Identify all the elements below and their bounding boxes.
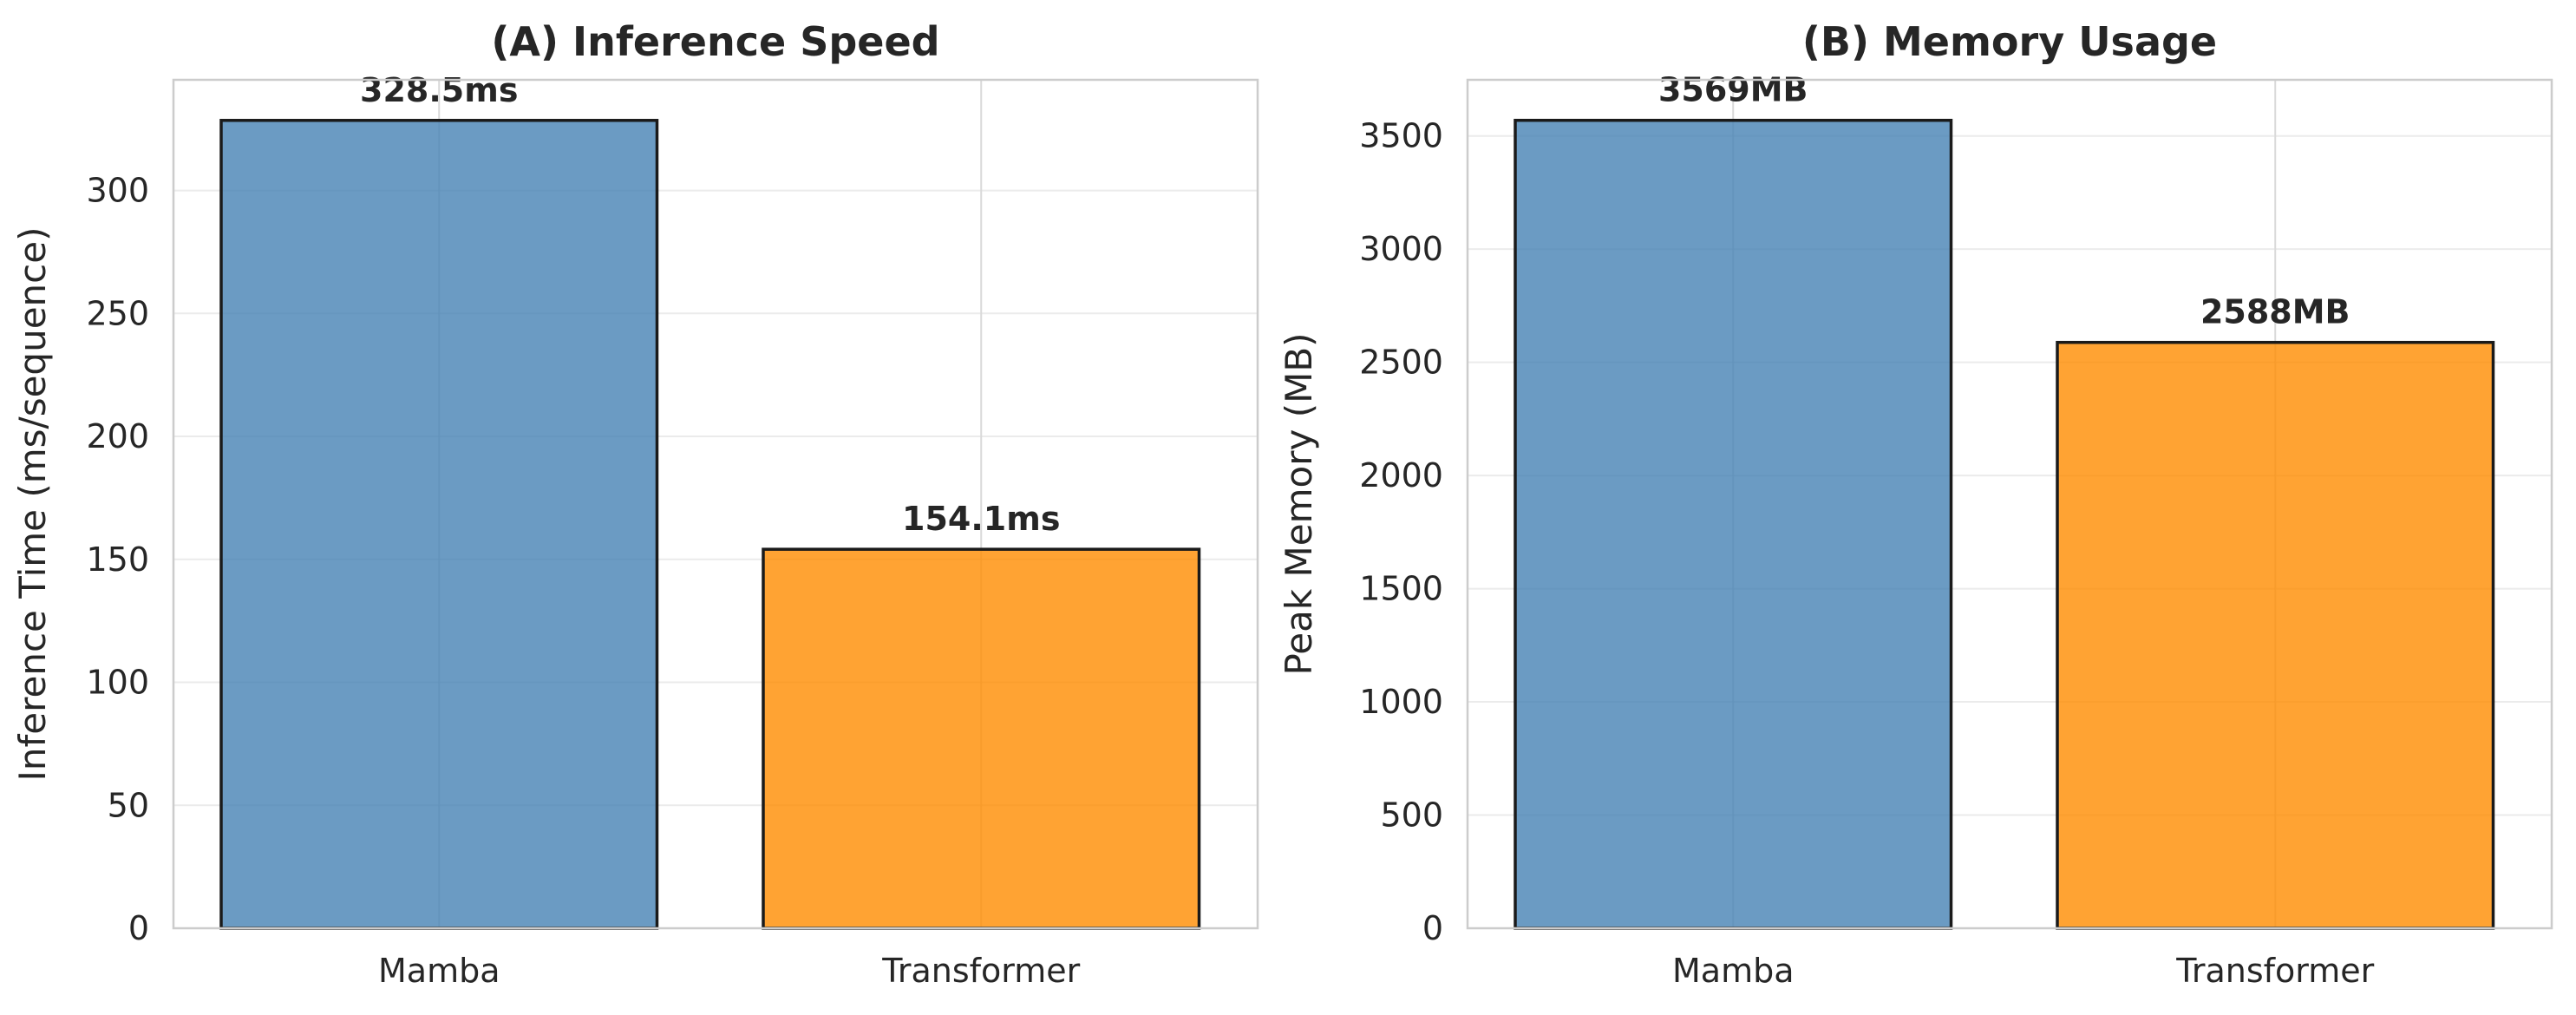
y-tick-label: 3000 <box>1359 230 1443 268</box>
y-tick-label: 3500 <box>1359 117 1443 155</box>
y-tick-label: 1500 <box>1359 570 1443 608</box>
panel-memory-usage: 0 500 1000 1500 2000 2500 3000 3500 3569MB Mamba 2… <box>1278 18 2553 990</box>
chart-title: (A) Inference Speed <box>491 18 939 65</box>
plot-border <box>1466 78 2553 930</box>
bar-value-label: 2588MB <box>2200 293 2350 331</box>
y-tick-label: 300 <box>86 172 149 210</box>
y-tick-label: 500 <box>1380 796 1443 835</box>
y-tick-label: 0 <box>1422 909 1443 947</box>
bar-transformer <box>2056 340 2495 930</box>
x-tick-label: Transformer <box>2175 952 2374 990</box>
y-tick-label: 2000 <box>1359 456 1443 494</box>
bar-transformer <box>762 547 1201 930</box>
panel-inference-speed: 0 50 100 150 200 250 300 328.5ms Mamba 154.1ms Tra… <box>11 18 1259 990</box>
y-axis-label: Peak Memory (MB) <box>1278 332 1320 675</box>
y-tick-label: 50 <box>108 786 149 824</box>
x-tick-label: Mamba <box>1672 952 1795 990</box>
y-tick-label: 2500 <box>1359 344 1443 382</box>
y-tick-label: 1000 <box>1359 683 1443 721</box>
chart-title: (B) Memory Usage <box>1802 18 2217 65</box>
bar-value-label: 154.1ms <box>902 500 1060 538</box>
bar-value-label: 3569MB <box>1658 71 1808 109</box>
y-tick-label: 0 <box>128 909 149 947</box>
bar-mamba <box>219 119 659 930</box>
x-tick-label: Transformer <box>881 952 1080 990</box>
plot-border <box>172 78 1259 930</box>
y-tick-label: 150 <box>86 540 149 579</box>
bar-mamba <box>1514 118 1953 930</box>
y-tick-label: 200 <box>86 417 149 455</box>
y-axis-label: Inference Time (ms/sequence) <box>11 227 54 782</box>
bar-value-label: 328.5ms <box>360 71 518 109</box>
x-tick-label: Mamba <box>378 952 500 990</box>
y-tick-label: 250 <box>86 294 149 332</box>
y-tick-label: 100 <box>86 664 149 702</box>
